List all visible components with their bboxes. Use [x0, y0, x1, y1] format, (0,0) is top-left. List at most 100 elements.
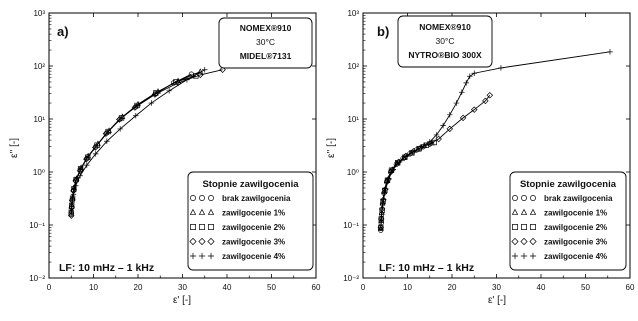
y-tick-label: 10¹ — [347, 115, 359, 124]
data-point-plus — [459, 89, 465, 95]
legend-marker-triangle — [207, 208, 215, 215]
ticks-b: 0 10 20 30 40 50 60 10⁻² 10⁻¹ 10⁰ 10¹ 10² 10³ — [343, 9, 635, 292]
legend-marker-square — [190, 224, 196, 230]
y-tick-label: 10⁰ — [33, 168, 45, 177]
y-tick-label: 10⁻² — [29, 274, 45, 283]
data-point-plus — [386, 175, 392, 182]
legend-marker-plus — [511, 252, 519, 260]
legend-marker-circle — [521, 195, 527, 201]
legend-marker-diamond — [529, 237, 537, 246]
data-point-diamond — [482, 97, 489, 105]
legend-entry-label: zawilgocenie 4% — [222, 252, 285, 261]
series-a — [67, 66, 226, 219]
x-axis-title-b: ε' [-] — [488, 295, 506, 306]
data-point-plus — [133, 113, 139, 119]
x-tick-label: 20 — [134, 283, 143, 292]
data-point-plus — [92, 151, 99, 157]
legend-title-a: Stopnie zawilgocenia — [202, 179, 299, 190]
y-axis-title-b: ε'' [-] — [326, 138, 337, 158]
legend-marker-diamond — [207, 237, 215, 246]
series-line-circle — [70, 73, 192, 215]
legend-marker-diamond — [511, 237, 519, 246]
data-point-plus — [498, 65, 504, 71]
data-point-plus — [148, 100, 155, 106]
y-tick-label: 10² — [347, 62, 359, 71]
y-tick-label: 10⁻¹ — [29, 221, 45, 230]
y-tick-label: 10⁰ — [347, 168, 359, 177]
data-point-plus — [380, 196, 387, 203]
legend-marker-square — [530, 224, 536, 230]
x-tick-label: 50 — [267, 283, 276, 292]
panel-a: 0 10 20 30 40 50 60 10⁻² 10⁻¹ 10⁰ 10¹ 10² 10³ a) NOM… — [9, 9, 321, 306]
x-tick-label: 60 — [312, 283, 321, 292]
legend-marker-triangle — [529, 208, 537, 215]
x-tick-label: 20 — [448, 283, 457, 292]
panel-label-a: a) — [57, 24, 69, 39]
data-point-diamond — [67, 212, 75, 219]
series-line-plus — [70, 69, 205, 210]
data-point-plus — [453, 100, 460, 106]
legend-marker-circle — [190, 195, 196, 201]
x-tick-label: 10 — [89, 283, 98, 292]
y-tick-label: 10⁻¹ — [343, 221, 359, 230]
y-tick-label: 10⁻² — [343, 274, 359, 283]
data-point-plus — [68, 206, 75, 212]
data-point-plus — [447, 112, 453, 118]
series-line-plus — [380, 51, 611, 228]
legend-a: Stopnie zawilgocenia brak zawilgocenia za… — [187, 171, 314, 271]
data-point-diamond — [68, 204, 75, 212]
info-line-3-a: MIDEL®7131 — [240, 51, 292, 61]
legend-marker-circle — [208, 195, 214, 201]
y-tick-label: 10³ — [33, 9, 45, 18]
data-point-square — [77, 166, 84, 172]
data-point-plus — [426, 139, 433, 145]
legend-marker-diamond — [520, 237, 528, 246]
series-line-triangle — [70, 71, 201, 212]
freq-annotation-a: LF: 10 mHz – 1 kHz — [59, 262, 154, 274]
data-point-diamond — [197, 71, 204, 79]
legend-marker-diamond — [198, 237, 206, 246]
y-tick-label: 10² — [33, 62, 45, 71]
legend-b: Stopnie zawilgocenia brak zawilgocenia za… — [509, 171, 627, 271]
info-line-2-a: 30°C — [256, 37, 275, 47]
x-tick-label: 0 — [361, 283, 366, 292]
data-point-diamond — [486, 92, 494, 99]
data-point-diamond — [151, 91, 159, 98]
data-point-plus — [70, 191, 77, 198]
data-point-plus — [411, 148, 417, 154]
data-point-plus — [463, 80, 469, 86]
panel-b: 0 10 20 30 40 50 60 10⁻² 10⁻¹ 10⁰ 10¹ 10² 10³ b) NOM… — [326, 9, 635, 306]
legend-marker-square — [208, 224, 214, 230]
legend-marker-plus — [529, 252, 537, 260]
legend-entry-label: zawilgocenie 4% — [544, 252, 607, 261]
legend-entry-label: zawilgocenie 1% — [222, 209, 285, 218]
data-point-diamond — [435, 135, 442, 143]
legend-marker-diamond — [189, 237, 197, 246]
legend-marker-plus — [520, 252, 528, 260]
legend-marker-triangle — [520, 208, 528, 215]
legend-marker-triangle — [189, 208, 197, 215]
data-point-plus — [84, 162, 90, 168]
y-axis-title-a: ε'' [-] — [9, 138, 20, 158]
data-point-plus — [72, 183, 79, 189]
data-point-plus — [390, 166, 397, 173]
legend-entry-label: zawilgocenie 1% — [544, 209, 607, 218]
data-point-diamond — [92, 144, 99, 151]
data-point-plus — [378, 216, 385, 222]
x-tick-label: 30 — [178, 283, 187, 292]
data-point-diamond — [459, 114, 467, 122]
data-point-plus — [378, 224, 384, 231]
legend-title-b: Stopnie zawilgocenia — [520, 179, 617, 190]
data-point-diamond — [219, 66, 226, 73]
info-line-2-b: 30°C — [436, 36, 455, 46]
data-point-plus — [403, 153, 410, 159]
x-tick-label: 40 — [537, 283, 546, 292]
x-tick-label: 50 — [581, 283, 590, 292]
data-point-diamond — [102, 130, 110, 137]
legend-marker-circle — [512, 195, 518, 201]
data-point-plus — [382, 186, 389, 192]
info-box-b — [397, 15, 493, 68]
info-line-3-b: NYTRO®BIO 300X — [408, 50, 482, 60]
data-point-plus — [201, 66, 208, 73]
